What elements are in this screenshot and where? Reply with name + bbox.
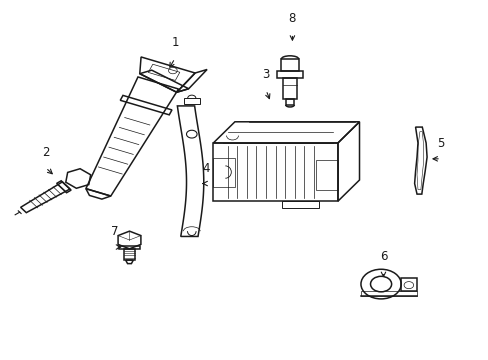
- Text: 3: 3: [262, 68, 269, 81]
- Text: 2: 2: [42, 146, 49, 159]
- Text: 6: 6: [379, 250, 386, 263]
- Text: 5: 5: [436, 137, 444, 150]
- Text: 8: 8: [288, 12, 296, 25]
- Text: 4: 4: [202, 162, 209, 175]
- Text: 1: 1: [171, 36, 179, 49]
- Text: 7: 7: [111, 225, 119, 238]
